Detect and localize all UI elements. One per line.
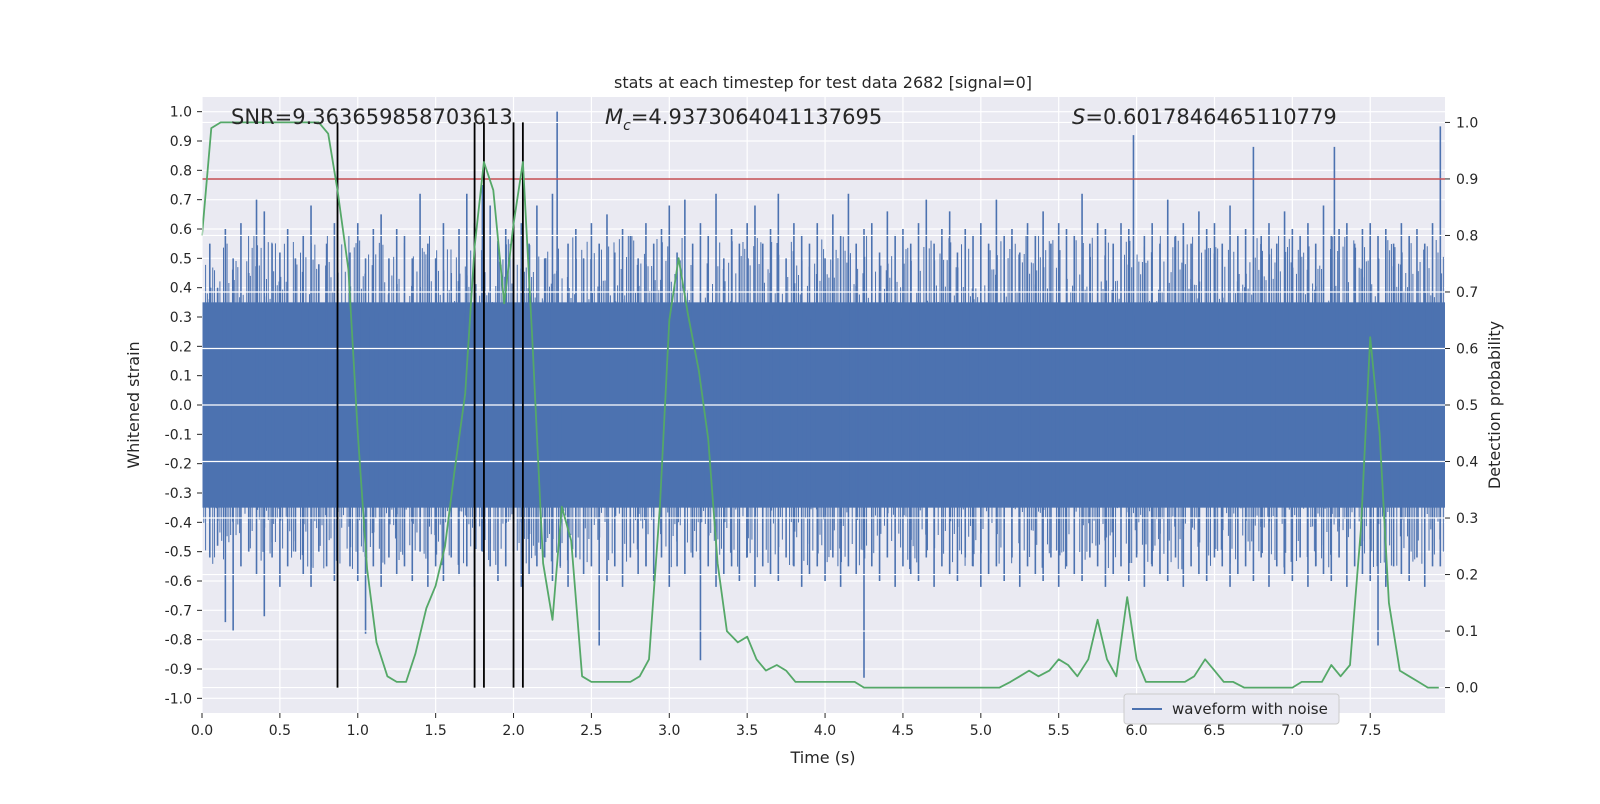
- x-axis-label: Time (s): [789, 748, 855, 767]
- y2-tick-label: 0.8: [1456, 228, 1478, 244]
- y2-tick-label: 0.5: [1456, 398, 1478, 414]
- y-axis-label: Whitened strain: [124, 341, 143, 468]
- secondary-grid-layer: [202, 121, 1445, 689]
- y2-tick-label: 0.0: [1456, 681, 1478, 697]
- x-tick-label: 2.5: [580, 723, 602, 739]
- x-tick-label: 1.5: [425, 723, 447, 739]
- y-tick-label: -0.9: [165, 662, 192, 678]
- y2-tick-label: 0.4: [1456, 455, 1478, 471]
- x-tick-label: 2.0: [502, 723, 524, 739]
- x-tick-label: 3.0: [658, 723, 680, 739]
- chirp-mass-annotation: Mc=4.9373064041137695: [605, 105, 882, 134]
- y-tick-label: 0.1: [170, 369, 192, 385]
- y2-tick-label: 0.1: [1456, 624, 1478, 640]
- score-value: =0.6017846465110779: [1085, 105, 1336, 129]
- waveform-series: [201, 111, 1445, 678]
- y-tick-label: -0.7: [165, 603, 192, 619]
- y-tick-label: -0.6: [165, 574, 192, 590]
- y-tick-label: 1.0: [170, 105, 192, 121]
- y-tick-label: -0.1: [165, 427, 192, 443]
- y-tick-label: -1.0: [165, 691, 192, 707]
- x-tick-label: 7.5: [1359, 723, 1381, 739]
- y-tick-label: 0.0: [170, 398, 192, 414]
- vertical-lines-layer: [336, 122, 524, 688]
- snr-annotation: SNR=9.363659858703613: [231, 105, 513, 129]
- y-tick-label: 0.5: [170, 251, 192, 267]
- y2-tick-label: 1.0: [1456, 115, 1478, 131]
- chirp-mass-value: =4.9373064041137695: [631, 105, 882, 129]
- x-tick-label: 0.0: [191, 723, 213, 739]
- chirp-mass-symbol: M: [605, 105, 623, 129]
- score-annotation: S=0.6017846465110779: [1072, 105, 1337, 129]
- chirp-mass-subscript: c: [623, 118, 631, 134]
- probability-line: [201, 121, 1439, 689]
- y-tick-label: -0.3: [165, 486, 192, 502]
- legend-box: [1123, 693, 1340, 725]
- x-tick-label: 1.0: [347, 723, 369, 739]
- legend: waveform with noise: [1123, 693, 1340, 725]
- x-tick-label: 4.0: [814, 723, 836, 739]
- x-tick-label: 5.5: [1048, 723, 1070, 739]
- y2-tick-label: 0.3: [1456, 511, 1478, 527]
- y-tick-label: 0.3: [170, 310, 192, 326]
- y-tick-label: -0.8: [165, 633, 192, 649]
- y-tick-label: -0.5: [165, 545, 192, 561]
- x-tick-label: 0.5: [269, 723, 291, 739]
- x-tick-label: 7.0: [1281, 723, 1303, 739]
- y-tick-label: 0.7: [170, 193, 192, 209]
- y2-tick-label: 0.2: [1456, 568, 1478, 584]
- y-tick-label: 0.8: [170, 163, 192, 179]
- y-tick-label: 0.4: [170, 281, 192, 297]
- probability-series: [201, 121, 1439, 689]
- y2-axis-label: Detection probability: [1485, 321, 1504, 489]
- x-tick-label: 6.5: [1203, 723, 1225, 739]
- x-tick-label: 5.0: [970, 723, 992, 739]
- x-tick-label: 4.5: [892, 723, 914, 739]
- y-tick-label: -0.4: [165, 515, 192, 531]
- score-symbol: S: [1072, 105, 1085, 129]
- y-tick-label: 0.2: [170, 339, 192, 355]
- legend-label-waveform: waveform with noise: [1172, 700, 1328, 718]
- y2-tick-label: 0.7: [1456, 285, 1478, 301]
- x-tick-label: 3.5: [736, 723, 758, 739]
- y2-tick-label: 0.6: [1456, 341, 1478, 357]
- y-tick-label: 0.9: [170, 134, 192, 150]
- x-tick-label: 6.0: [1125, 723, 1147, 739]
- y-tick-label: 0.6: [170, 222, 192, 238]
- chart-title: stats at each timestep for test data 268…: [614, 73, 1032, 92]
- y-tick-label: -0.2: [165, 457, 192, 473]
- axis-layer: 0.0 0.5 1.0 1.5 2.0 2.5 3.0 3.5 4.0 4.5 5.0 5.5 6.0 6…: [165, 97, 1478, 739]
- y2-tick-label: 0.9: [1456, 172, 1478, 188]
